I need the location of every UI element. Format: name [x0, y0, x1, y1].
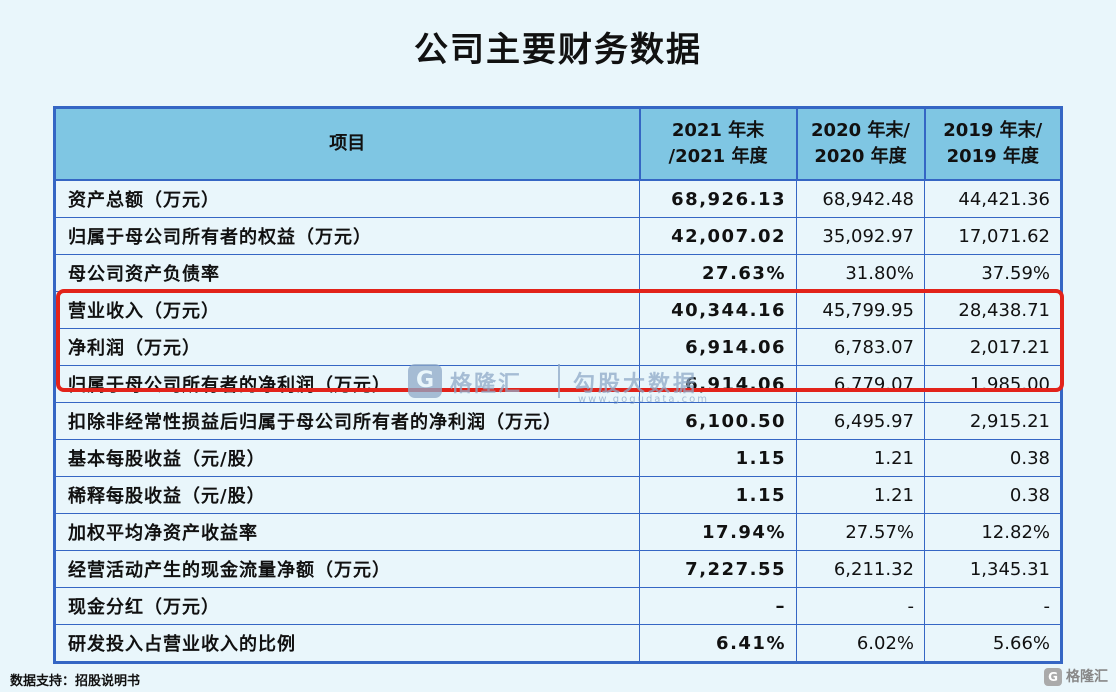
- corner-brand-text: 格隆汇: [1066, 669, 1108, 685]
- value-2019: 17,071.62: [924, 217, 1062, 255]
- row-label: 归属于母公司所有者的权益（万元）: [54, 217, 640, 255]
- row-label: 资产总额（万元）: [54, 179, 640, 218]
- value-2021: 68,926.13: [639, 179, 797, 218]
- value-2020: 6,779.07: [796, 365, 925, 403]
- table-row: 母公司资产负债率 27.63% 31.80% 37.59%: [54, 254, 1062, 292]
- value-2020: 45,799.95: [796, 291, 925, 329]
- table-row: 研发投入占营业收入的比例 6.41% 6.02% 5.66%: [54, 624, 1062, 663]
- brand-logo-icon: G: [1044, 668, 1062, 686]
- row-label: 扣除非经常性损益后归属于母公司所有者的净利润（万元）: [54, 402, 640, 440]
- value-2021: 6,914.06: [639, 365, 797, 403]
- financial-data-table: 项目 2021 年末 /2021 年度 2020 年末/ 2020 年度 201…: [53, 106, 1063, 664]
- table-row: 基本每股收益（元/股） 1.15 1.21 0.38: [54, 439, 1062, 477]
- value-2020: -: [796, 587, 925, 625]
- row-label: 基本每股收益（元/股）: [54, 439, 640, 477]
- value-2019: -: [924, 587, 1062, 625]
- value-2020: 6,783.07: [796, 328, 925, 366]
- table-row: 扣除非经常性损益后归属于母公司所有者的净利润（万元） 6,100.50 6,49…: [54, 402, 1062, 440]
- value-2021: 6,914.06: [639, 328, 797, 366]
- value-2020: 1.21: [796, 439, 925, 477]
- value-2021: 6,100.50: [639, 402, 797, 440]
- header-item: 项目: [53, 106, 641, 181]
- row-label: 营业收入（万元）: [54, 291, 640, 329]
- value-2019: 2,915.21: [924, 402, 1062, 440]
- row-label: 现金分红（万元）: [54, 587, 640, 625]
- row-label: 经营活动产生的现金流量净额（万元）: [54, 550, 640, 588]
- value-2021: 17.94%: [639, 513, 797, 551]
- value-2021: 42,007.02: [639, 217, 797, 255]
- table-row: 净利润（万元） 6,914.06 6,783.07 2,017.21: [54, 328, 1062, 366]
- value-2021: 7,227.55: [639, 550, 797, 588]
- value-2020: 31.80%: [796, 254, 925, 292]
- value-2019: 1,985.00: [924, 365, 1062, 403]
- value-2020: 6.02%: [796, 624, 925, 663]
- value-2019: 0.38: [924, 476, 1062, 514]
- value-2019: 44,421.36: [924, 179, 1062, 218]
- value-2021: 1.15: [639, 476, 797, 514]
- table-row: 归属于母公司所有者的权益（万元） 42,007.02 35,092.97 17,…: [54, 217, 1062, 255]
- table-row: 经营活动产生的现金流量净额（万元） 7,227.55 6,211.32 1,34…: [54, 550, 1062, 588]
- value-2021: 1.15: [639, 439, 797, 477]
- row-label: 稀释每股收益（元/股）: [54, 476, 640, 514]
- row-label: 母公司资产负债率: [54, 254, 640, 292]
- value-2019: 28,438.71: [924, 291, 1062, 329]
- value-2021: 6.41%: [639, 624, 797, 663]
- value-2019: 0.38: [924, 439, 1062, 477]
- value-2019: 2,017.21: [924, 328, 1062, 366]
- row-label: 加权平均净资产收益率: [54, 513, 640, 551]
- value-2019: 5.66%: [924, 624, 1062, 663]
- header-2020: 2020 年末/ 2020 年度: [795, 106, 926, 181]
- page-title: 公司主要财务数据: [414, 30, 702, 70]
- value-2020: 6,495.97: [796, 402, 925, 440]
- row-label: 净利润（万元）: [54, 328, 640, 366]
- row-label: 归属于母公司所有者的净利润（万元）: [54, 365, 640, 403]
- corner-brand: G 格隆汇: [1044, 666, 1108, 686]
- table-row: 资产总额（万元） 68,926.13 68,942.48 44,421.36: [54, 179, 1062, 218]
- header-2019: 2019 年末/ 2019 年度: [923, 106, 1063, 181]
- value-2021: 27.63%: [639, 254, 797, 292]
- value-2020: 6,211.32: [796, 550, 925, 588]
- value-2019: 12.82%: [924, 513, 1062, 551]
- header-2021: 2021 年末 /2021 年度: [638, 106, 798, 181]
- table-row: 营业收入（万元） 40,344.16 45,799.95 28,438.71: [54, 291, 1062, 329]
- value-2020: 1.21: [796, 476, 925, 514]
- row-label: 研发投入占营业收入的比例: [54, 624, 640, 663]
- table-row: 加权平均净资产收益率 17.94% 27.57% 12.82%: [54, 513, 1062, 551]
- table-row: 现金分红（万元） – - -: [54, 587, 1062, 625]
- table-header-row: 项目 2021 年末 /2021 年度 2020 年末/ 2020 年度 201…: [53, 106, 1063, 181]
- value-2019: 37.59%: [924, 254, 1062, 292]
- value-2020: 68,942.48: [796, 179, 925, 218]
- value-2021: –: [639, 587, 797, 625]
- value-2020: 27.57%: [796, 513, 925, 551]
- value-2020: 35,092.97: [796, 217, 925, 255]
- table-row: 稀释每股收益（元/股） 1.15 1.21 0.38: [54, 476, 1062, 514]
- value-2019: 1,345.31: [924, 550, 1062, 588]
- table-row: 归属于母公司所有者的净利润（万元） 6,914.06 6,779.07 1,98…: [54, 365, 1062, 403]
- value-2021: 40,344.16: [639, 291, 797, 329]
- source-note: 数据支持：招股说明书: [10, 674, 141, 689]
